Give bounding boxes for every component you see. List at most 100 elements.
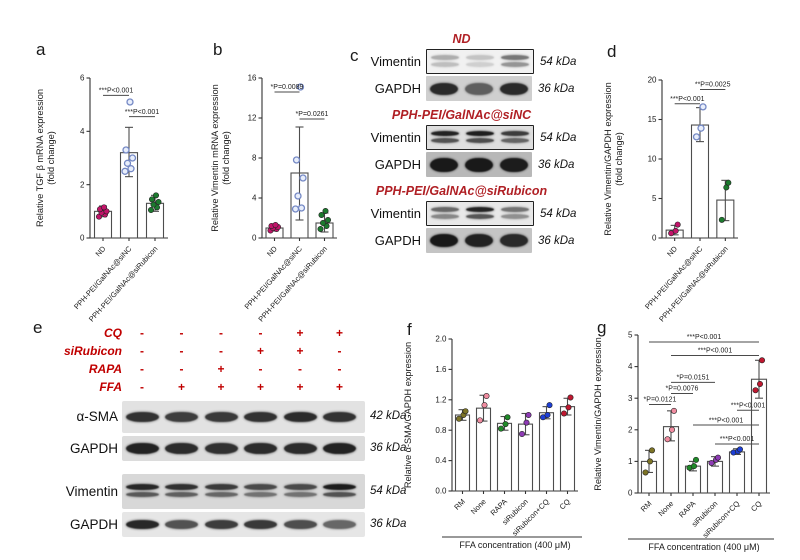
blot-protein-label: Vimentin	[370, 206, 421, 221]
blot-protein-label: α-SMA	[76, 409, 118, 424]
data-point	[737, 446, 744, 453]
y-tick-label: 0	[252, 234, 257, 243]
data-point	[646, 458, 653, 465]
blot-group: ND Vimentin 54 kDa GAPDH 36 kDa	[349, 32, 599, 101]
blot-group-title: ND	[452, 32, 471, 46]
blot-image	[122, 474, 365, 509]
data-point	[752, 387, 759, 394]
treatment-sign: +	[335, 380, 343, 394]
panel-letter-e: e	[33, 318, 43, 337]
blot-band	[501, 55, 530, 60]
significance-label: *P=0.0089	[271, 84, 304, 91]
blot-band	[501, 62, 530, 67]
significance-label: ***P<0.001	[670, 96, 705, 103]
treatment-row: siRubicon - - - + + -	[30, 344, 408, 360]
molecular-weight-label: 54 kDa	[540, 131, 577, 144]
molecular-weight-label: 36 kDa	[538, 158, 575, 171]
blot-band	[323, 483, 356, 490]
molecular-weight-label: 54 kDa	[540, 55, 577, 68]
data-point	[561, 410, 568, 417]
blot-protein-label: GAPDH	[69, 516, 118, 532]
data-point	[504, 414, 511, 421]
blot-band	[323, 443, 356, 454]
data-point	[502, 421, 509, 428]
blot-band	[165, 412, 198, 422]
blot-band	[430, 131, 459, 136]
data-point	[483, 393, 490, 400]
treatment-sign: +	[256, 380, 264, 394]
blot-image	[426, 49, 534, 74]
blot-band	[430, 55, 459, 60]
blot-band	[283, 492, 317, 497]
data-point	[122, 146, 130, 154]
x-axis-title: FFA concentration (400 μM)	[648, 542, 759, 552]
y-tick-label: 5	[628, 331, 633, 340]
data-point	[697, 124, 705, 132]
blot-band	[466, 138, 494, 143]
treatment-sign: +	[217, 380, 225, 394]
blot-band	[430, 138, 459, 143]
treatment-sign: -	[219, 326, 223, 340]
y-axis-label: Relative Vimentin/GAPDH expression	[603, 82, 613, 236]
treatment-sign: -	[298, 362, 302, 376]
blot-protein-label: Vimentin	[370, 54, 421, 69]
blot-protein-label: GAPDH	[374, 157, 421, 172]
blot-image	[426, 228, 532, 253]
data-point	[128, 154, 137, 162]
blot-band	[125, 492, 159, 497]
data-point	[272, 222, 279, 229]
y-tick-label: 4	[628, 362, 633, 371]
data-point	[150, 201, 157, 208]
blot-band	[165, 443, 198, 454]
y-tick-label: 5	[652, 194, 657, 203]
blot-band	[283, 483, 317, 490]
y-tick-label: 0.0	[435, 487, 447, 496]
data-point	[708, 459, 715, 466]
data-point	[127, 165, 135, 173]
treatment-sign: -	[258, 362, 263, 376]
data-point	[325, 217, 332, 224]
blot-protein-label: GAPDH	[374, 233, 421, 248]
molecular-weight-label: 54 kDa	[540, 207, 577, 220]
x-tick-label: RM	[452, 497, 467, 512]
bar	[454, 414, 471, 492]
data-point	[715, 454, 722, 461]
data-point	[672, 227, 679, 234]
y-tick-label: 0	[80, 234, 85, 243]
blot-band	[244, 412, 277, 422]
blot-band	[500, 234, 529, 247]
treatment-sign: -	[337, 362, 342, 376]
blot-band	[465, 234, 493, 247]
treatment-sign: +	[335, 326, 343, 340]
western-blot-panel-e: CQ - - - - + + siRubicon - - - + + - RAPA - - + - - - FFA - + + +…	[30, 313, 408, 560]
panel-letter-f: f	[407, 320, 412, 339]
data-point	[691, 463, 698, 470]
data-point	[317, 226, 324, 233]
blot-band	[429, 157, 458, 172]
blot-band	[125, 520, 159, 529]
data-point	[121, 167, 129, 175]
y-tick-label: 0	[628, 489, 633, 498]
blot-group-title: PPH-PEI/GalNAc@siNC	[391, 108, 532, 122]
treatment-sign: -	[337, 344, 342, 358]
blot-protein-label: Vimentin	[370, 130, 421, 145]
blot-band	[466, 62, 494, 67]
blot-row: GAPDH 36 kDa	[349, 76, 599, 101]
treatment-label: RAPA	[88, 362, 122, 376]
y-tick-label: 0	[652, 234, 657, 243]
panel-letter-g: g	[597, 318, 607, 337]
data-point	[759, 357, 766, 364]
significance-label: *P=0.0151	[677, 375, 710, 382]
blot-row: Vimentin 54 kDa	[349, 201, 599, 226]
treatment-row: CQ - - - - + +	[30, 326, 408, 342]
data-point	[671, 407, 678, 414]
blot-band	[244, 483, 277, 490]
molecular-weight-label: 54 kDa	[370, 484, 407, 497]
x-tick-label: RM	[639, 499, 654, 514]
significance-label: *P=0.0076	[666, 386, 699, 393]
data-point	[692, 133, 701, 141]
y-tick-label: 1	[628, 457, 633, 466]
blot-band	[125, 412, 159, 422]
blot-band	[283, 412, 317, 422]
significance-label: **P=0.0025	[695, 82, 731, 89]
